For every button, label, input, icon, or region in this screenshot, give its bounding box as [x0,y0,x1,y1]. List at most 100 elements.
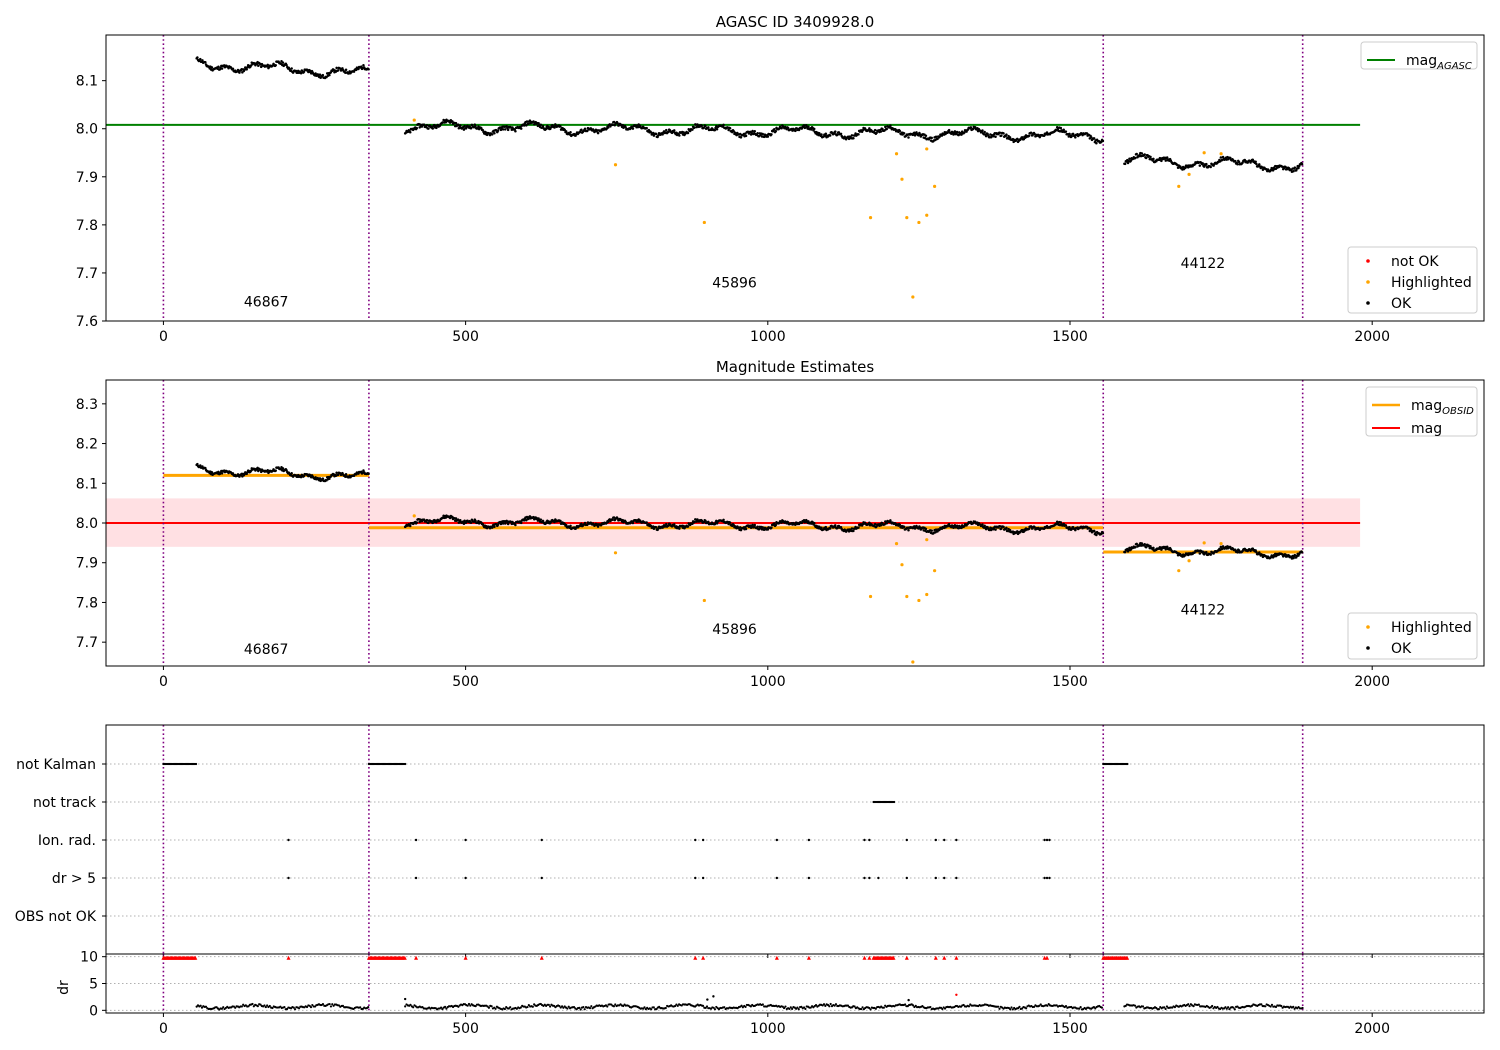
ok-point [847,137,851,141]
dr-point [911,1004,915,1007]
y-axis-label: dr [56,980,72,995]
ok-point [290,67,293,70]
ok-point [885,127,888,131]
flag-point [701,838,705,842]
ok-point [1293,166,1297,169]
ok-point [257,64,260,67]
ok-point [1128,157,1131,161]
y-tick-label: 5 [89,977,98,993]
dr-point [941,1007,944,1011]
dr-point [1173,1006,1177,1009]
ok-point [255,62,259,66]
dr-point [829,1002,832,1006]
ok-point [606,520,610,524]
dr-point [240,1005,243,1008]
ok-point [661,133,664,136]
dr-clipped-marker [402,955,407,960]
flag-point [287,876,290,880]
flag-point [694,838,697,842]
ok-point [1143,153,1146,156]
dr-point [796,1006,799,1009]
dr-point [494,1007,497,1010]
ok-point [1261,168,1265,171]
ok-point [564,523,568,527]
ok-point [780,126,783,130]
dr-point [1264,1005,1267,1008]
highlighted-point [702,220,706,225]
ok-point [947,522,951,526]
obsid-label: 44122 [1181,602,1226,618]
highlighted-point [900,563,904,567]
obsid-label: 45896 [712,622,757,638]
highlighted-point [1187,172,1191,176]
obsid-label: 44122 [1181,256,1226,272]
ok-point [210,470,214,474]
ok-point [569,524,572,528]
ok-point [1095,533,1098,537]
legend-marker [1366,625,1370,629]
ok-point [998,525,1002,528]
dr-point [929,1005,932,1009]
dr-point [652,1006,655,1009]
legend-marker [1366,646,1370,650]
ok-point [820,133,823,136]
ok-point [1149,545,1152,548]
dr-clipped-marker [904,955,909,960]
legend-label: Highlighted [1391,275,1472,291]
ok-point [678,134,681,137]
dr-outlier-point [907,998,910,1002]
y-tick-label: 7.7 [76,635,98,651]
highlighted-point [911,295,915,299]
flag-point [464,876,467,880]
ok-point [344,68,348,71]
ok-point [1201,162,1204,165]
dr-point [1227,1006,1230,1009]
ok-point [328,477,331,480]
legend-label: mag [1411,421,1442,437]
ok-point [657,134,660,137]
y-tick-label: 8.1 [76,74,98,90]
ok-point [506,522,510,526]
ok-point [624,125,627,129]
ok-point [1164,159,1167,162]
ok-point [1064,524,1068,527]
ok-point [998,131,1002,134]
dr-point [943,1007,947,1010]
ok-point [321,73,325,77]
legend-label-subscript: OBSID [1442,406,1474,417]
ok-point [984,134,988,138]
ok-point [490,526,494,529]
dr-point [271,1006,274,1010]
ok-point [1074,528,1077,532]
y-tick-label: 10 [80,950,98,966]
dr-point [268,1004,271,1008]
ok-point [493,131,496,135]
dr-point [998,1007,1001,1010]
dr-point [788,1007,791,1010]
ok-point [210,66,214,69]
ok-point [812,127,816,131]
ok-point [807,125,810,129]
ok-point [519,521,523,525]
ok-point [463,124,466,128]
dr-point [802,1006,806,1009]
ok-point [938,135,941,138]
dr-point [740,1004,743,1007]
ok-point [425,518,429,522]
ok-point [336,69,340,72]
point-layer [161,955,1304,1011]
ok-point [1016,530,1019,533]
dr-point [705,1005,709,1008]
ok-point [884,125,887,129]
dr-point [1100,1006,1104,1009]
legend-marker [1366,280,1370,284]
dr-point [412,1006,415,1009]
dr-point [1192,1005,1195,1008]
flag-point [1048,838,1051,842]
x-tick-label: 0 [159,1021,168,1037]
dr-point [445,1007,448,1010]
dr-point [828,1005,831,1008]
dr-point [1133,1004,1137,1007]
x-tick-label: 1000 [750,1021,786,1037]
ok-point [947,128,951,132]
